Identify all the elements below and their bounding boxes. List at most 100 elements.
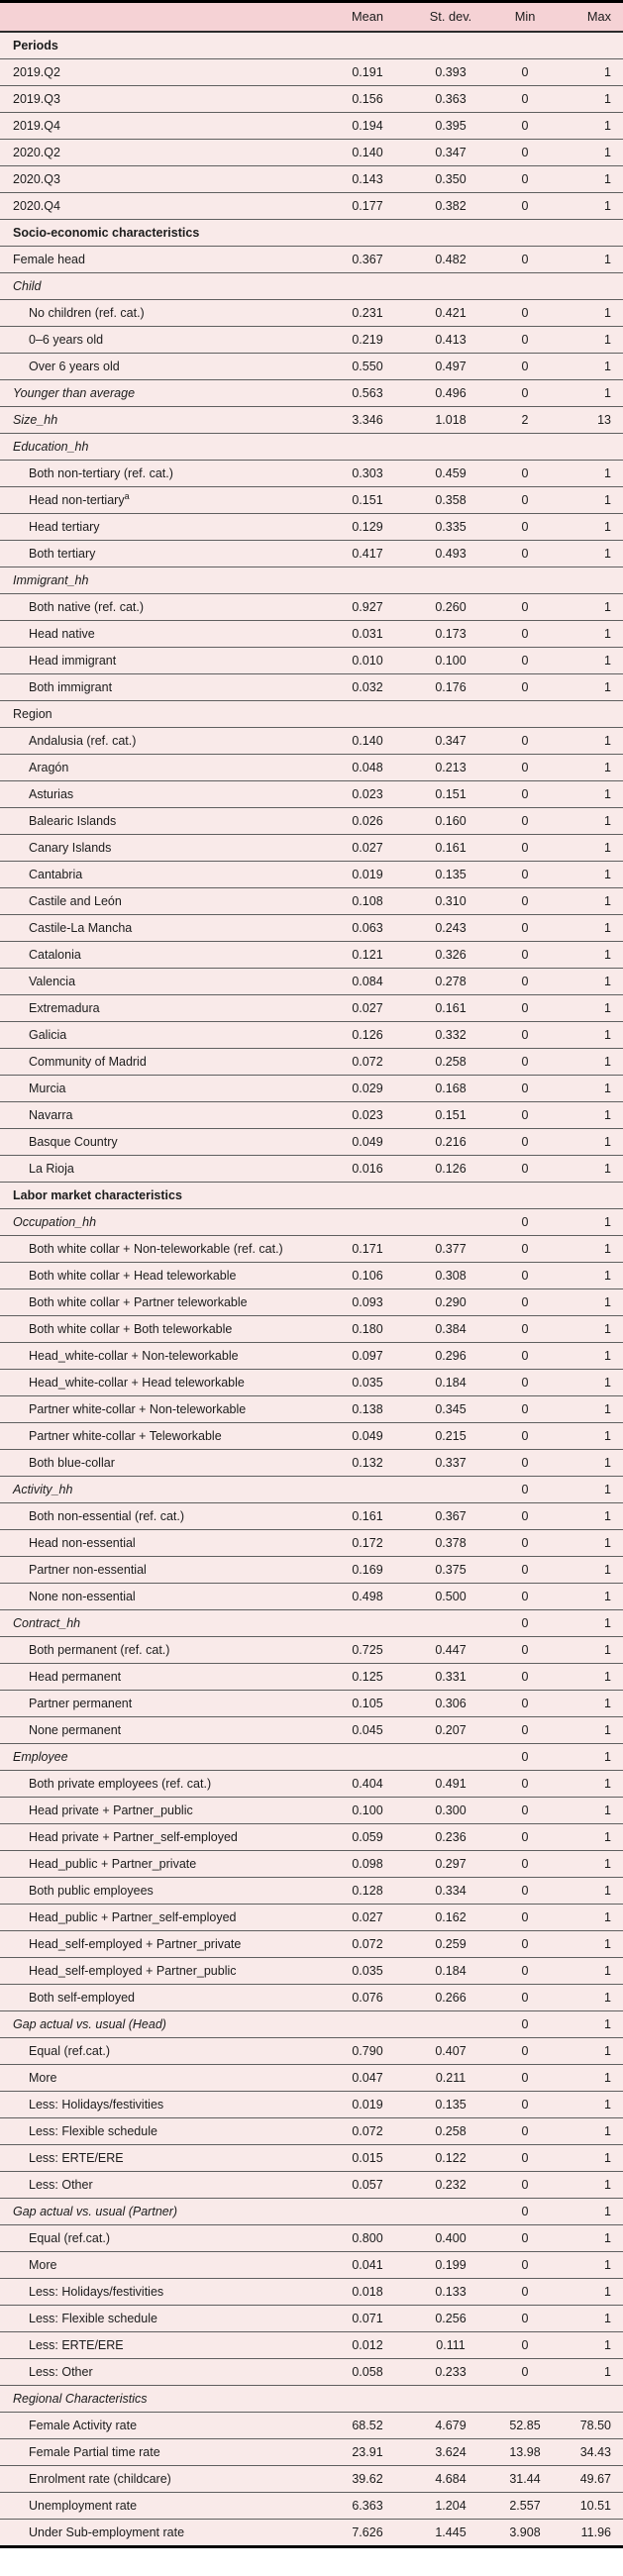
table-row: Both non-essential (ref. cat.) 0.161 0.367… [0, 1502, 623, 1530]
max-cell: 1 [557, 353, 623, 380]
row-label-cell: Less: Other [0, 2358, 327, 2386]
mean-cell: 0.126 [327, 1021, 408, 1049]
min-cell: 13.98 [493, 2438, 557, 2466]
max-cell: 1 [557, 1369, 623, 1396]
row-label: Labor market characteristics [13, 1187, 182, 1202]
row-label: Both white collar + Head teleworkable [29, 1268, 237, 1283]
row-label-cell: No children (ref. cat.) [0, 299, 327, 327]
mean-cell: 0.019 [327, 861, 408, 888]
mean-cell: 0.071 [327, 2305, 408, 2332]
table-row: 0–6 years old 0.219 0.413 0 1 [0, 326, 623, 354]
mean-cell: 0.029 [327, 1075, 408, 1102]
table-row: Asturias 0.023 0.151 0 1 [0, 780, 623, 808]
sd-cell: 0.232 [408, 2171, 493, 2199]
mean-cell: 0.404 [327, 1770, 408, 1798]
table-row: Head permanent 0.125 0.331 0 1 [0, 1663, 623, 1691]
min-cell: 0 [493, 246, 557, 273]
mean-cell: 0.097 [327, 1342, 408, 1370]
row-label: Partner white-collar + Non-teleworkable [29, 1401, 247, 1416]
mean-cell: 0.049 [327, 1422, 408, 1450]
max-cell: 49.67 [557, 2465, 623, 2493]
table-row: Female Activity rate 68.52 4.679 52.85 78.50 [0, 2412, 623, 2439]
table-row: Employee 0 1 [0, 1743, 623, 1771]
max-cell: 78.50 [557, 2412, 623, 2439]
row-label-cell: Castile and León [0, 887, 327, 915]
row-label-cell: Immigrant_hh [0, 567, 327, 594]
min-cell: 0 [493, 2251, 557, 2279]
sd-cell: 0.459 [408, 460, 493, 487]
mean-cell [327, 219, 408, 247]
sd-cell: 0.176 [408, 673, 493, 701]
row-label: Head permanent [29, 1669, 122, 1684]
min-cell: 0 [493, 2037, 557, 2065]
row-label: Female Activity rate [29, 2418, 138, 2432]
min-cell: 0 [493, 727, 557, 755]
max-cell: 1 [557, 754, 623, 781]
table-row: Extremadura 0.027 0.161 0 1 [0, 994, 623, 1022]
max-cell: 1 [557, 1984, 623, 2011]
max-cell: 1 [557, 1342, 623, 1370]
sd-cell: 0.337 [408, 1449, 493, 1477]
table-row: Both white collar + Head teleworkable 0.1… [0, 1262, 623, 1289]
mean-cell [327, 31, 408, 59]
row-label: 0–6 years old [29, 332, 104, 347]
row-label: Partner non-essential [29, 1562, 147, 1577]
table-row: Both tertiary 0.417 0.493 0 1 [0, 540, 623, 567]
row-label: Asturias [29, 786, 74, 801]
max-cell: 1 [557, 1823, 623, 1851]
row-label-cell: Head non-essential [0, 1529, 327, 1557]
sd-cell: 0.393 [408, 58, 493, 86]
min-cell: 0 [493, 2198, 557, 2225]
row-label: Less: Other [29, 2364, 93, 2379]
mean-cell [327, 2198, 408, 2225]
sd-cell: 0.161 [408, 994, 493, 1022]
max-cell: 1 [557, 1743, 623, 1771]
row-label-cell: Partner white-collar + Teleworkable [0, 1422, 327, 1450]
row-label-cell: Less: Other [0, 2171, 327, 2199]
sd-cell: 0.497 [408, 353, 493, 380]
mean-cell: 0.219 [327, 326, 408, 354]
sd-cell [408, 31, 493, 59]
sd-cell: 0.347 [408, 727, 493, 755]
row-label: Catalonia [29, 947, 81, 962]
table-row: Less: Flexible schedule 0.071 0.256 0 1 [0, 2305, 623, 2332]
mean-cell: 0.098 [327, 1850, 408, 1878]
row-label-cell: 2019.Q2 [0, 58, 327, 86]
min-cell [493, 433, 557, 461]
min-cell: 0 [493, 914, 557, 942]
mean-cell: 0.140 [327, 139, 408, 166]
min-cell: 0 [493, 2305, 557, 2332]
sd-cell: 0.367 [408, 1502, 493, 1530]
min-cell: 0 [493, 2171, 557, 2199]
row-label: Less: ERTE/ERE [29, 2150, 124, 2165]
max-cell: 10.51 [557, 2492, 623, 2520]
min-cell: 0 [493, 2144, 557, 2172]
row-label: 2020.Q2 [13, 145, 60, 159]
row-label-cell: Both private employees (ref. cat.) [0, 1770, 327, 1798]
table-row: Head_self-employed + Partner_private 0.07… [0, 1930, 623, 1958]
row-label-cell: Enrolment rate (childcare) [0, 2465, 327, 2493]
row-label-cell: Both permanent (ref. cat.) [0, 1636, 327, 1664]
max-cell: 1 [557, 2358, 623, 2386]
max-cell [557, 2385, 623, 2413]
table-row: Balearic Islands 0.026 0.160 0 1 [0, 807, 623, 835]
min-cell: 0 [493, 1770, 557, 1798]
max-cell: 1 [557, 58, 623, 86]
min-cell: 0 [493, 1476, 557, 1503]
mean-cell: 0.027 [327, 834, 408, 862]
table-row: Gap actual vs. usual (Head) 0 1 [0, 2010, 623, 2038]
sd-cell: 0.168 [408, 1075, 493, 1102]
min-cell: 0 [493, 1128, 557, 1156]
row-label: Both self-employed [29, 1990, 136, 2005]
min-cell: 0 [493, 1743, 557, 1771]
row-label-cell: Asturias [0, 780, 327, 808]
sd-cell: 0.500 [408, 1583, 493, 1610]
mean-cell: 0.058 [327, 2358, 408, 2386]
row-label-cell: Equal (ref.cat.) [0, 2037, 327, 2065]
max-cell: 1 [557, 727, 623, 755]
table-row: Both native (ref. cat.) 0.927 0.260 0 1 [0, 593, 623, 621]
table-row: Less: Holidays/festivities 0.019 0.135 0 1 [0, 2091, 623, 2118]
sd-cell: 0.160 [408, 807, 493, 835]
row-label-cell: Head_public + Partner_private [0, 1850, 327, 1878]
min-cell: 0 [493, 1636, 557, 1664]
